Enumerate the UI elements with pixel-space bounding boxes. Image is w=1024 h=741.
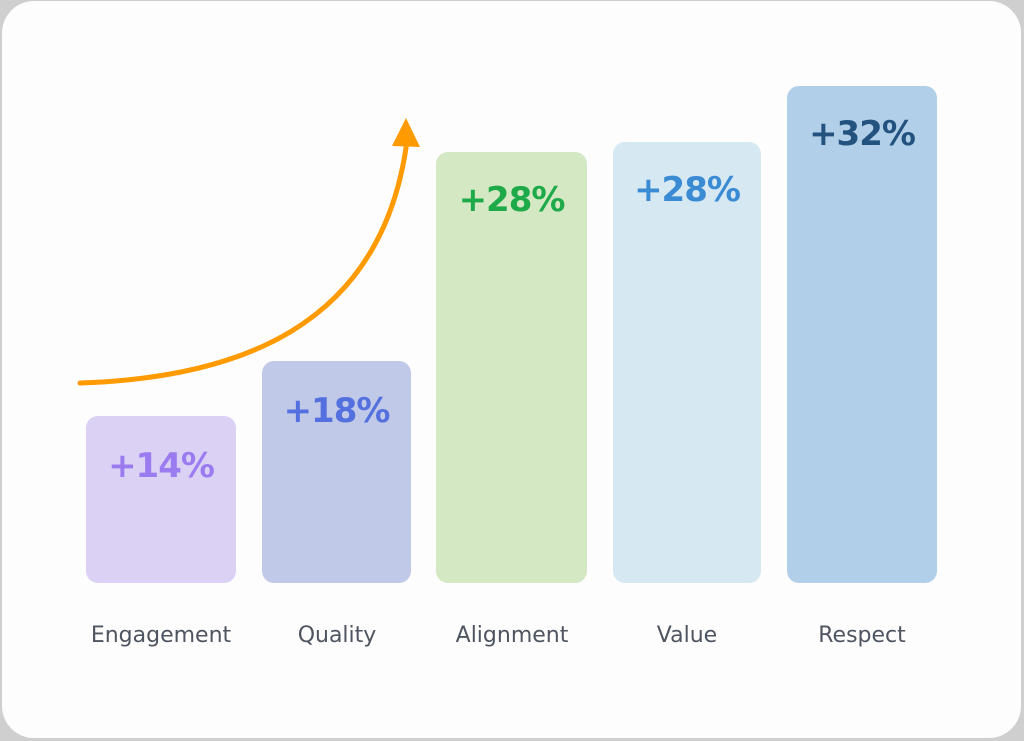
bar-value-value: +28% [634,170,741,210]
bar-value-respect: +32% [809,114,916,154]
bar-value-engagement: +14% [108,446,215,486]
bar-respect: +32% [787,86,937,583]
bar-value-alignment: +28% [458,180,566,220]
category-label-engagement: Engagement [90,623,232,648]
bar-value-quality: +18% [283,391,391,431]
category-label-value: Value [656,623,718,648]
bar-engagement: +14% [86,416,236,583]
bar-value: +28% [613,142,761,583]
bar-alignment: +28% [436,152,587,583]
bar-quality: +18% [262,361,411,583]
category-label-respect: Respect [818,623,906,648]
category-label-alignment: Alignment [455,623,569,648]
category-label-quality: Quality [297,623,377,648]
